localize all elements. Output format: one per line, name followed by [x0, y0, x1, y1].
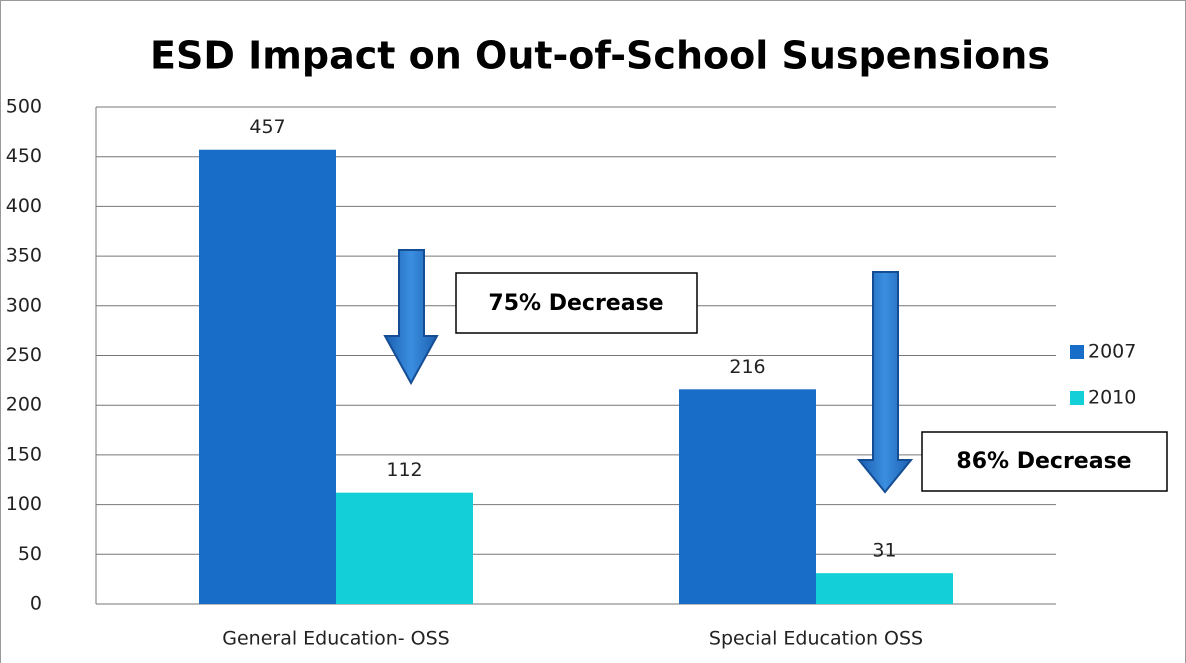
data-label: 112: [386, 459, 422, 481]
bar: [336, 492, 473, 604]
annotation: 86% Decrease: [956, 449, 1131, 474]
y-tick-label: 400: [6, 195, 42, 217]
y-tick-label: 200: [6, 394, 42, 416]
annotation-box: [455, 272, 698, 334]
x-tick-label: Special Education OSS: [709, 628, 923, 650]
y-tick-label: 100: [6, 493, 42, 515]
data-label: 31: [872, 540, 896, 562]
chart-title: ESD Impact on Out-of-School Suspensions: [150, 34, 1050, 78]
y-tick-label: 350: [6, 245, 42, 267]
x-tick-label: General Education- OSS: [222, 628, 449, 650]
legend-label: 2010: [1088, 387, 1136, 409]
bar: [679, 389, 816, 604]
legend-swatch: [1070, 391, 1084, 405]
y-tick-label: 500: [6, 96, 42, 118]
arrow: [856, 271, 914, 494]
y-tick-label: 150: [6, 443, 42, 465]
data-label: 457: [249, 116, 285, 138]
bar: [816, 573, 953, 604]
bar: [199, 149, 336, 604]
y-tick-label: 300: [6, 294, 42, 316]
legend-label: 2007: [1088, 341, 1136, 363]
y-tick-label: 250: [6, 344, 42, 366]
annotation-box: [921, 431, 1168, 492]
y-tick-label: 0: [30, 593, 42, 615]
bars: [199, 149, 953, 604]
legend-swatch: [1070, 345, 1084, 359]
data-label: 216: [729, 356, 765, 378]
y-tick-label: 50: [18, 543, 42, 565]
y-tick-label: 450: [6, 145, 42, 167]
annotation: 75% Decrease: [488, 291, 663, 316]
arrow: [383, 249, 439, 386]
